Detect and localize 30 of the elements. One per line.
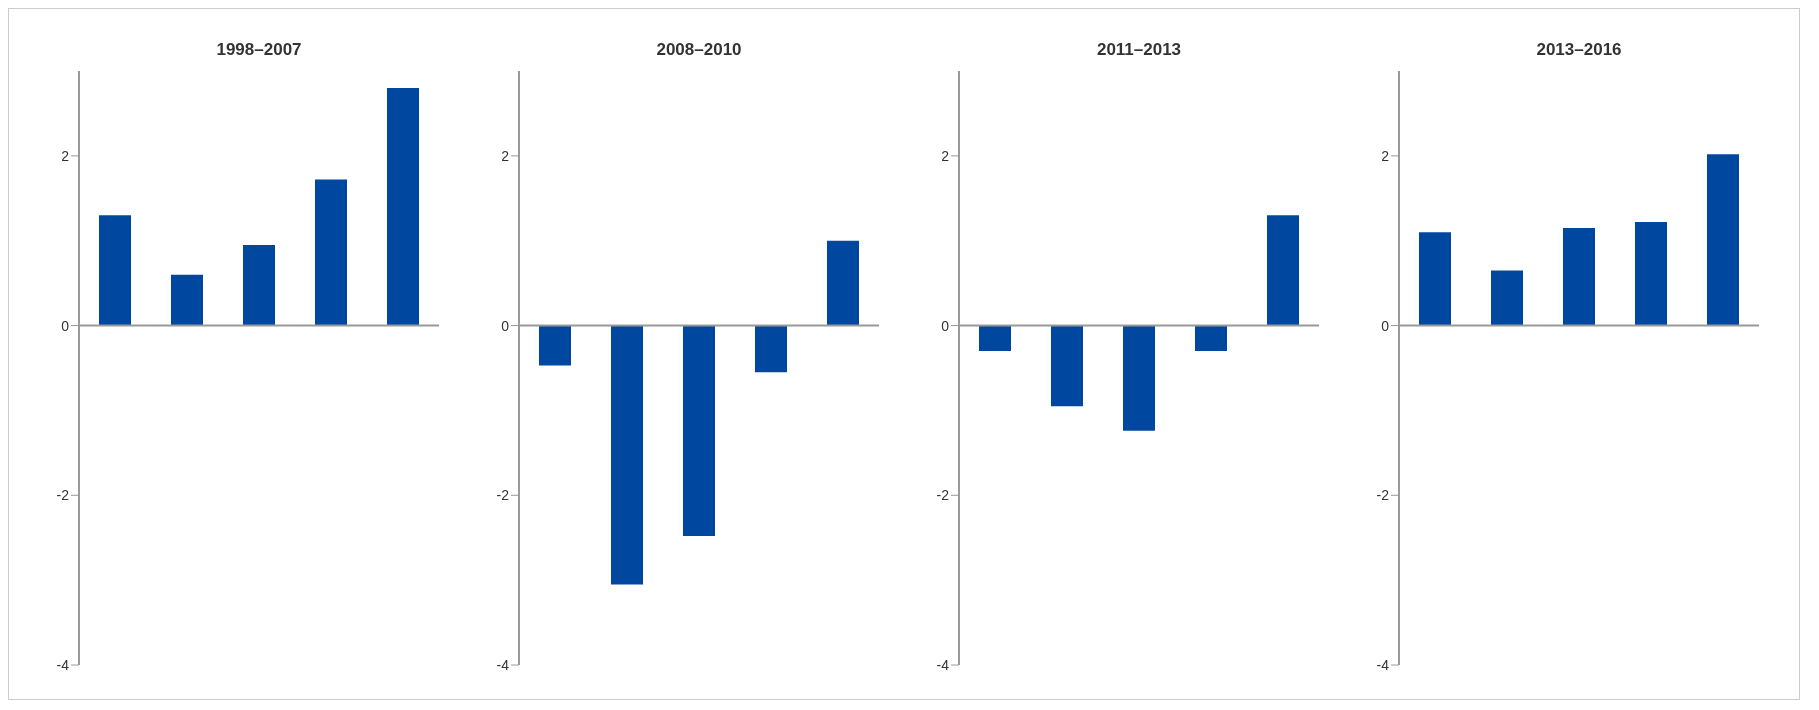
y-tick-label: 2 [941,147,950,164]
chart-title: 2013–2016 [1535,39,1623,61]
y-tick-label: -2 [56,487,70,504]
y-tick-label: 2 [61,147,70,164]
y-tick-label: -4 [56,656,70,673]
bar [1419,232,1451,326]
bar [1635,222,1667,326]
chart-title: 1998–2007 [215,39,303,61]
y-tick-label: 0 [1381,317,1390,334]
bar [243,244,275,326]
y-tick-label: 2 [501,147,510,164]
y-tick-label: -2 [1376,487,1390,504]
y-tick-label: -4 [496,656,510,673]
y-tick-label: 0 [501,317,510,334]
bar [1707,154,1739,326]
y-tick-label: -2 [496,487,510,504]
y-tick-label: 2 [1381,147,1390,164]
y-tick-label: -4 [936,656,950,673]
y-tick-label: 0 [61,317,70,334]
chart-title: 2011–2013 [1095,39,1183,61]
bar [1491,270,1523,326]
y-tick-label: -2 [936,487,950,504]
y-tick-label: -4 [1376,656,1390,673]
y-tick-label: 0 [941,317,950,334]
bar [171,274,203,326]
bar [315,179,347,326]
bar [1563,227,1595,326]
chart-title: 2008–2010 [655,39,743,61]
bar [387,87,419,326]
bar [99,215,131,326]
